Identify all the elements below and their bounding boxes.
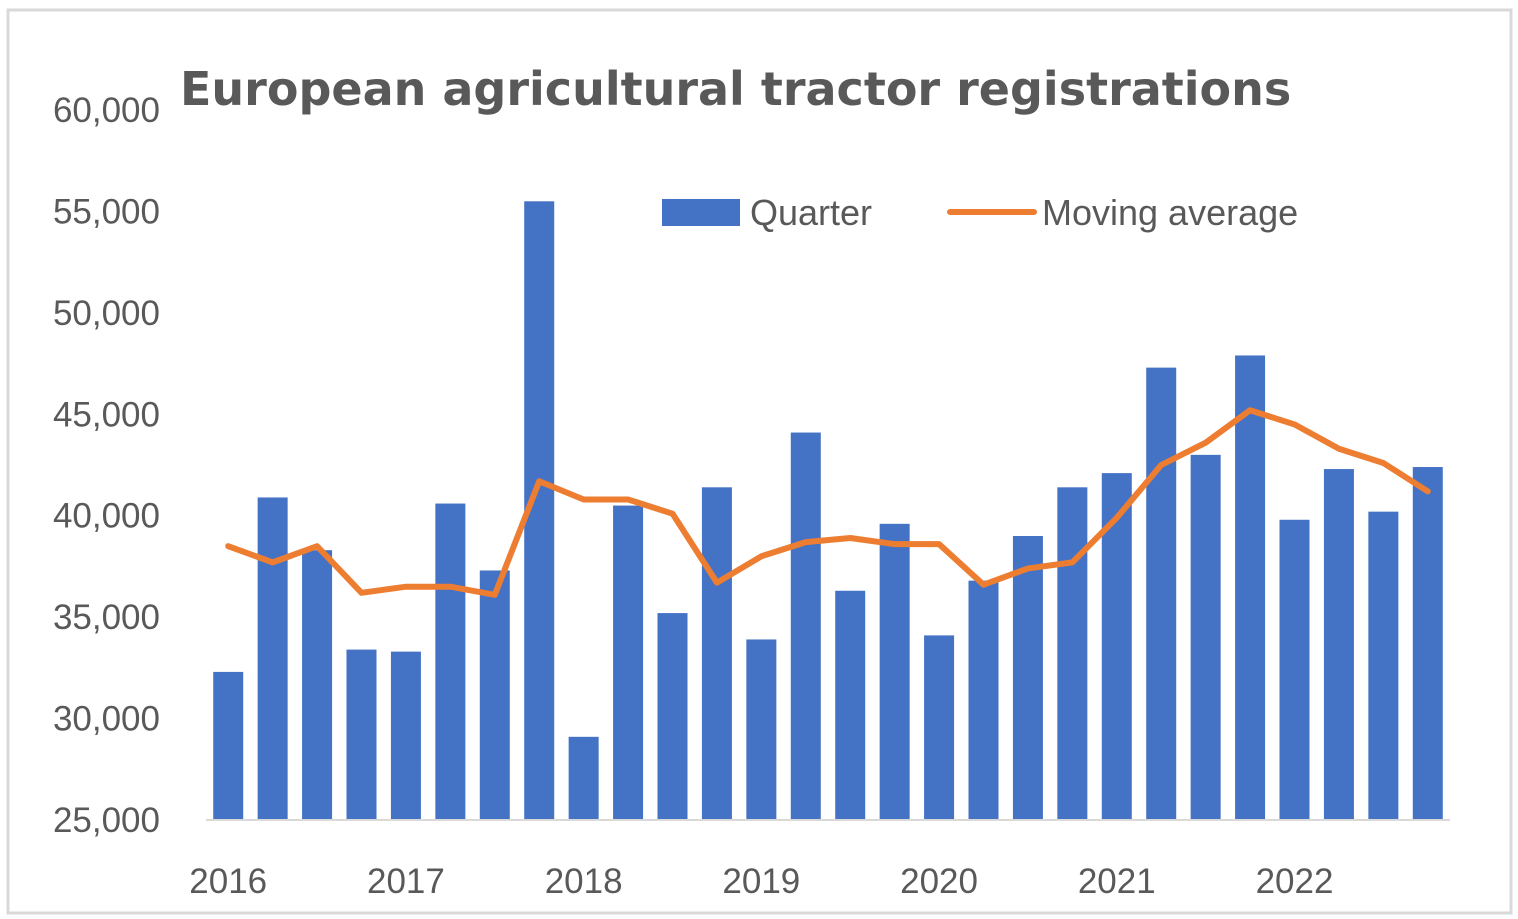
legend-moving-average-label: Moving average xyxy=(1042,192,1298,233)
bar-quarter xyxy=(435,503,466,820)
x-tick-label: 2018 xyxy=(545,862,623,901)
moving-average-point xyxy=(494,594,496,596)
bar-quarter xyxy=(257,497,288,820)
bar-quarter xyxy=(1190,454,1221,820)
moving-average-point xyxy=(983,584,984,586)
x-tick-label: 2022 xyxy=(1256,862,1334,901)
moving-average-point xyxy=(583,498,585,500)
moving-average-point xyxy=(760,555,762,557)
moving-average-point xyxy=(1427,490,1429,492)
chart-title: European agricultural tractor registrati… xyxy=(180,62,1291,116)
bar-quarter xyxy=(613,505,644,820)
moving-average-point xyxy=(316,545,318,547)
x-tick-label: 2019 xyxy=(722,862,800,901)
y-tick-label: 40,000 xyxy=(53,497,160,536)
bar-quarter xyxy=(213,671,244,820)
y-tick-label: 45,000 xyxy=(53,395,160,434)
y-tick-label: 60,000 xyxy=(53,91,160,130)
y-tick-label: 25,000 xyxy=(53,801,160,840)
bar-quarter xyxy=(1057,487,1088,820)
bar-quarter xyxy=(968,580,999,820)
moving-average-point xyxy=(1116,517,1118,519)
moving-average-point xyxy=(1382,462,1384,464)
moving-average-point xyxy=(227,545,229,547)
bar-quarter xyxy=(924,635,955,820)
bar-quarter xyxy=(346,649,377,820)
x-tick-label: 2016 xyxy=(189,862,267,901)
moving-average-point xyxy=(716,582,718,584)
bar-quarter xyxy=(1368,511,1399,820)
bar-quarter xyxy=(1146,367,1177,820)
bar-quarter xyxy=(1412,467,1443,820)
bar-quarter xyxy=(302,550,333,820)
moving-average-point xyxy=(1160,464,1162,466)
x-tick-label: 2021 xyxy=(1078,862,1156,901)
bar-quarter xyxy=(568,736,599,820)
bar-quarter xyxy=(1323,469,1354,820)
y-tick-label: 50,000 xyxy=(53,294,160,333)
bar-quarter xyxy=(1235,355,1266,820)
moving-average-point xyxy=(272,561,274,563)
x-tick-label: 2017 xyxy=(367,862,445,901)
legend-quarter-swatch xyxy=(662,199,740,226)
moving-average-point xyxy=(361,592,362,594)
moving-average-point xyxy=(1205,442,1207,444)
bar-quarter xyxy=(479,570,510,820)
bar-quarter xyxy=(390,651,421,820)
bar-quarter xyxy=(879,523,910,820)
legend-quarter-label: Quarter xyxy=(750,192,872,233)
y-tick-label: 55,000 xyxy=(53,192,160,231)
moving-average-point xyxy=(849,537,851,539)
moving-average-point xyxy=(449,586,451,588)
moving-average-point xyxy=(894,543,896,545)
bar-quarter xyxy=(746,639,777,820)
y-tick-label: 30,000 xyxy=(53,700,160,739)
moving-average-point xyxy=(627,498,629,500)
y-tick-label: 35,000 xyxy=(53,598,160,637)
moving-average-line xyxy=(225,407,1431,598)
moving-average-point xyxy=(1294,423,1295,425)
moving-average-point xyxy=(938,543,940,545)
bar-quarter xyxy=(835,590,866,820)
legend: Quarter Moving average xyxy=(662,192,1298,233)
moving-average-point xyxy=(805,541,807,543)
moving-average-point xyxy=(1027,567,1029,569)
moving-average-point xyxy=(1071,561,1073,563)
moving-average-point xyxy=(672,513,673,515)
moving-average-point xyxy=(1338,448,1340,450)
bar-quarter xyxy=(1012,536,1043,820)
bar-quarter xyxy=(657,613,688,820)
moving-average-point xyxy=(538,480,540,482)
moving-average-point xyxy=(1249,409,1251,411)
bar-quarter xyxy=(701,487,732,820)
bar-quarter xyxy=(1279,519,1310,820)
bar-quarter xyxy=(790,432,821,820)
moving-average-point xyxy=(405,586,407,588)
x-tick-label: 2020 xyxy=(900,862,978,901)
